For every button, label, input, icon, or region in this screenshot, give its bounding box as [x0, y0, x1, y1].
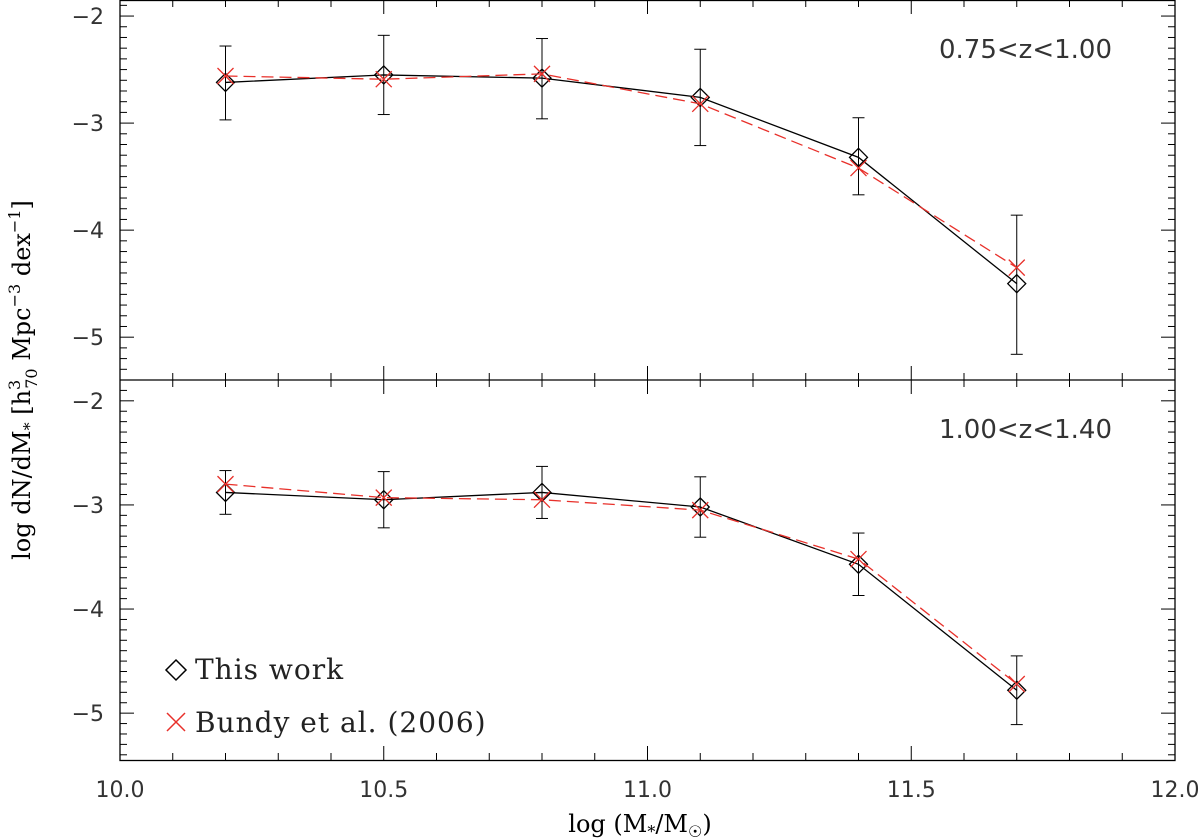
- x-tick-label: 12.0: [1151, 778, 1200, 803]
- data-point-diamond: [1006, 680, 1027, 701]
- x-tick-labels: 10.0 10.5 11.0 11.5 12.0: [96, 778, 1200, 803]
- series-line-bundy: [225, 73, 1018, 269]
- y-tick-label: −2: [72, 5, 104, 30]
- series-line-this-work: [225, 491, 1018, 691]
- y-tick-label: −4: [72, 219, 104, 244]
- data-point-diamond: [848, 147, 869, 168]
- data-point-x: [533, 65, 551, 83]
- data-point-diamond: [215, 72, 236, 93]
- data-point-x: [217, 475, 234, 493]
- data-point-diamond: [532, 482, 552, 503]
- x-tick-label: 11.5: [887, 778, 936, 803]
- data-point-x: [375, 489, 393, 507]
- legend-item-bundy: Bundy et al. (2006): [166, 706, 487, 739]
- series-line-bundy: [225, 483, 1018, 685]
- y-tick-labels-bottom: −2 −3 −4 −5: [72, 390, 104, 727]
- x-tick-label: 10.5: [359, 778, 408, 803]
- data-point-diamond: [373, 65, 394, 85]
- data-point-x: [1008, 675, 1026, 693]
- legend-label-bundy: Bundy et al. (2006): [195, 706, 487, 739]
- legend: This work Bundy et al. (2006): [164, 653, 487, 739]
- x-tick-label: 11.0: [623, 778, 672, 803]
- legend-diamond-marker: [164, 658, 188, 682]
- data-point-diamond: [1006, 273, 1027, 294]
- data-point-x: [1008, 259, 1026, 277]
- x-tick-label: 10.0: [96, 778, 145, 803]
- data-point-x: [850, 159, 867, 177]
- panel-label-bottom: 1.00<z<1.40: [939, 415, 1112, 445]
- x-axis-title: log (M*/M☉): [568, 810, 711, 838]
- data-point-x: [533, 491, 551, 509]
- series-line-this-work: [225, 74, 1018, 285]
- series-layer: [215, 34, 1027, 726]
- y-tick-label: −2: [72, 390, 104, 415]
- y-tick-label: −4: [72, 598, 104, 623]
- panel-label-top: 0.75<z<1.00: [939, 35, 1112, 65]
- data-point-x: [691, 501, 709, 519]
- data-point-x: [850, 550, 867, 568]
- y-tick-label: −3: [72, 494, 104, 519]
- data-point-diamond: [690, 87, 711, 108]
- data-point-x: [691, 95, 709, 113]
- y-tick-labels-top: −2 −3 −4 −5: [72, 5, 104, 351]
- data-point-x: [217, 67, 234, 85]
- data-point-diamond: [848, 554, 869, 575]
- legend-item-this-work: This work: [164, 653, 344, 686]
- data-point-x: [375, 70, 393, 88]
- y-tick-label: −5: [72, 326, 104, 351]
- y-tick-label: −3: [72, 112, 104, 137]
- axis-ticks: [119, 0, 1176, 760]
- data-point-diamond: [532, 68, 552, 89]
- y-axis-title: log dN/dM* [h370 Mpc−3 dex−1]: [5, 200, 41, 560]
- legend-x-marker: [166, 712, 186, 732]
- legend-label-this-work: This work: [195, 653, 344, 686]
- y-tick-label: −5: [72, 702, 104, 727]
